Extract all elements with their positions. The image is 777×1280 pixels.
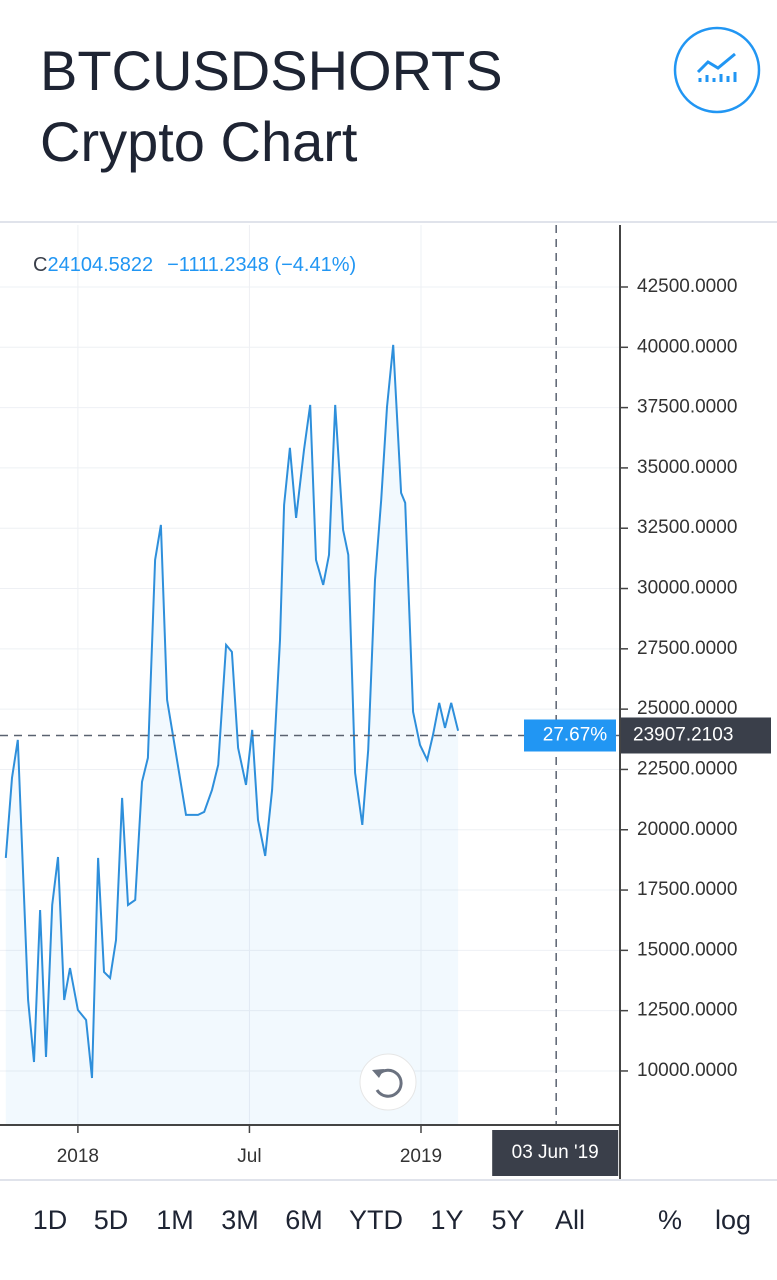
reset-button[interactable] xyxy=(359,1053,417,1111)
crosshair-label: 03 Jun '19 xyxy=(512,1142,599,1163)
y-tick-label: 40000.0000 xyxy=(637,336,737,357)
range-button[interactable]: 5D xyxy=(94,1205,129,1235)
x-tick-label: Jul xyxy=(237,1146,261,1167)
legend-prefix: C xyxy=(33,254,47,276)
percent-toggle[interactable]: % xyxy=(658,1205,682,1235)
x-tick-label: 2018 xyxy=(57,1146,99,1167)
percent-label: 27.67% xyxy=(543,725,608,746)
y-tick-label: 37500.0000 xyxy=(637,397,737,418)
range-button[interactable]: 1Y xyxy=(430,1205,463,1235)
chart-icon-button[interactable] xyxy=(673,26,761,114)
range-button[interactable]: 1M xyxy=(156,1205,194,1235)
y-tick-label: 27500.0000 xyxy=(637,638,737,659)
range-button[interactable]: 6M xyxy=(285,1205,323,1235)
range-button[interactable]: 1D xyxy=(33,1205,68,1235)
price-label-box xyxy=(621,717,771,754)
y-tick-label: 20000.0000 xyxy=(637,819,737,840)
legend-close: 24104.5822 xyxy=(47,254,153,276)
price-label: 23907.2103 xyxy=(633,725,733,746)
y-tick-label: 30000.0000 xyxy=(637,578,737,599)
y-tick-label: 32500.0000 xyxy=(637,517,737,538)
percent-label-box xyxy=(524,719,616,752)
y-tick-label: 25000.0000 xyxy=(637,698,737,719)
y-tick-label: 12500.0000 xyxy=(637,1000,737,1021)
title: Crypto Chart xyxy=(40,110,358,173)
range-button[interactable]: YTD xyxy=(349,1205,403,1235)
y-tick-label: 35000.0000 xyxy=(637,457,737,478)
ohlc-legend: C24104.5822 −1111.2348 (−4.41%) xyxy=(33,254,356,276)
x-tick-label: 2019 xyxy=(400,1146,442,1167)
range-button[interactable]: 3M xyxy=(221,1205,259,1235)
title: BTCUSDSHORTS xyxy=(40,39,503,102)
y-tick-label: 10000.0000 xyxy=(637,1060,737,1081)
crosshair-label-box xyxy=(492,1130,619,1176)
y-tick-label: 22500.0000 xyxy=(637,758,737,779)
log-toggle[interactable]: log xyxy=(715,1205,751,1235)
range-button[interactable]: 5Y xyxy=(491,1205,524,1235)
range-button[interactable]: All xyxy=(555,1205,585,1235)
y-tick-label: 15000.0000 xyxy=(637,939,737,960)
price-line xyxy=(4,344,460,1079)
legend-change: −1111.2348 (−4.41%) xyxy=(167,254,356,276)
y-tick-label: 42500.0000 xyxy=(637,276,737,297)
y-tick-label: 17500.0000 xyxy=(637,879,737,900)
